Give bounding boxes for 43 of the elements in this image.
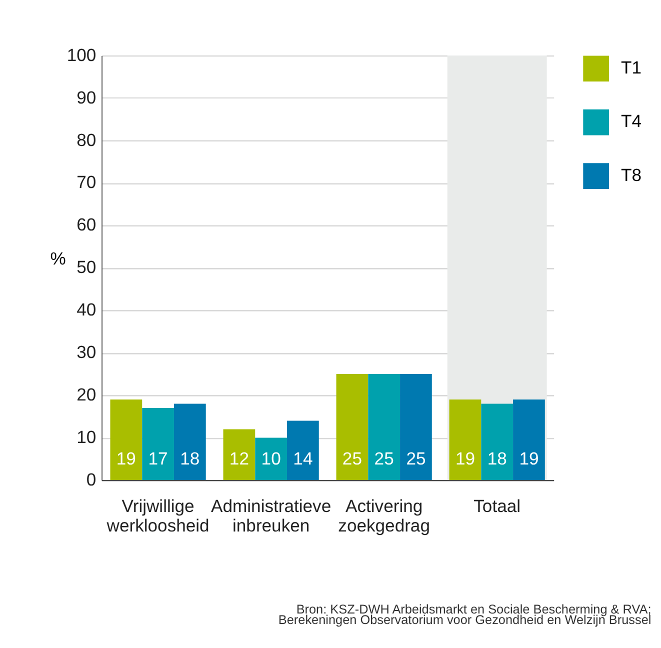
data-label: 25 bbox=[374, 448, 394, 469]
data-label: 25 bbox=[342, 448, 362, 469]
bar bbox=[223, 429, 256, 480]
x-tick-label: Administratieve inbreuken bbox=[211, 496, 332, 536]
data-label: 12 bbox=[229, 448, 249, 469]
bar bbox=[400, 374, 432, 480]
y-tick-label: 30 bbox=[76, 342, 96, 362]
data-label: 25 bbox=[406, 448, 426, 469]
bar bbox=[255, 438, 287, 480]
legend-label: T8 bbox=[620, 164, 642, 185]
legend-label: T1 bbox=[620, 58, 642, 78]
data-label: 19 bbox=[519, 448, 539, 469]
data-label: 14 bbox=[293, 448, 313, 469]
y-tick-label: 80 bbox=[76, 130, 96, 150]
bar bbox=[142, 408, 174, 480]
bar bbox=[287, 420, 319, 480]
data-label: 18 bbox=[487, 448, 507, 469]
bar bbox=[481, 404, 514, 480]
y-tick-label: 10 bbox=[76, 427, 96, 448]
bar bbox=[336, 374, 368, 480]
y-axis-title: % bbox=[50, 248, 66, 268]
data-label: 17 bbox=[148, 448, 168, 469]
bar bbox=[513, 399, 545, 480]
bar bbox=[368, 374, 400, 480]
data-label: 19 bbox=[116, 448, 136, 469]
data-label: 19 bbox=[455, 448, 475, 469]
x-tick-label: Totaal bbox=[474, 496, 521, 516]
y-tick-label: 20 bbox=[76, 384, 96, 405]
y-tick-label: 100 bbox=[66, 44, 96, 65]
y-tick-label: 60 bbox=[76, 214, 96, 235]
y-tick-label: 50 bbox=[76, 257, 96, 278]
data-label: 10 bbox=[261, 448, 282, 469]
bar bbox=[449, 399, 482, 480]
y-tick-label: 70 bbox=[76, 172, 96, 192]
x-tick-label: Vrijwillige werkloosheid bbox=[106, 496, 210, 536]
bar bbox=[110, 399, 142, 480]
y-tick-label: 90 bbox=[76, 87, 96, 108]
legend-label: T4 bbox=[620, 111, 642, 132]
x-tick-label: Activering zoekgedrag bbox=[338, 496, 430, 536]
data-label: 18 bbox=[180, 448, 200, 469]
y-tick-label: 40 bbox=[76, 300, 96, 320]
bar bbox=[174, 404, 206, 480]
y-tick-label: 0 bbox=[86, 470, 96, 490]
